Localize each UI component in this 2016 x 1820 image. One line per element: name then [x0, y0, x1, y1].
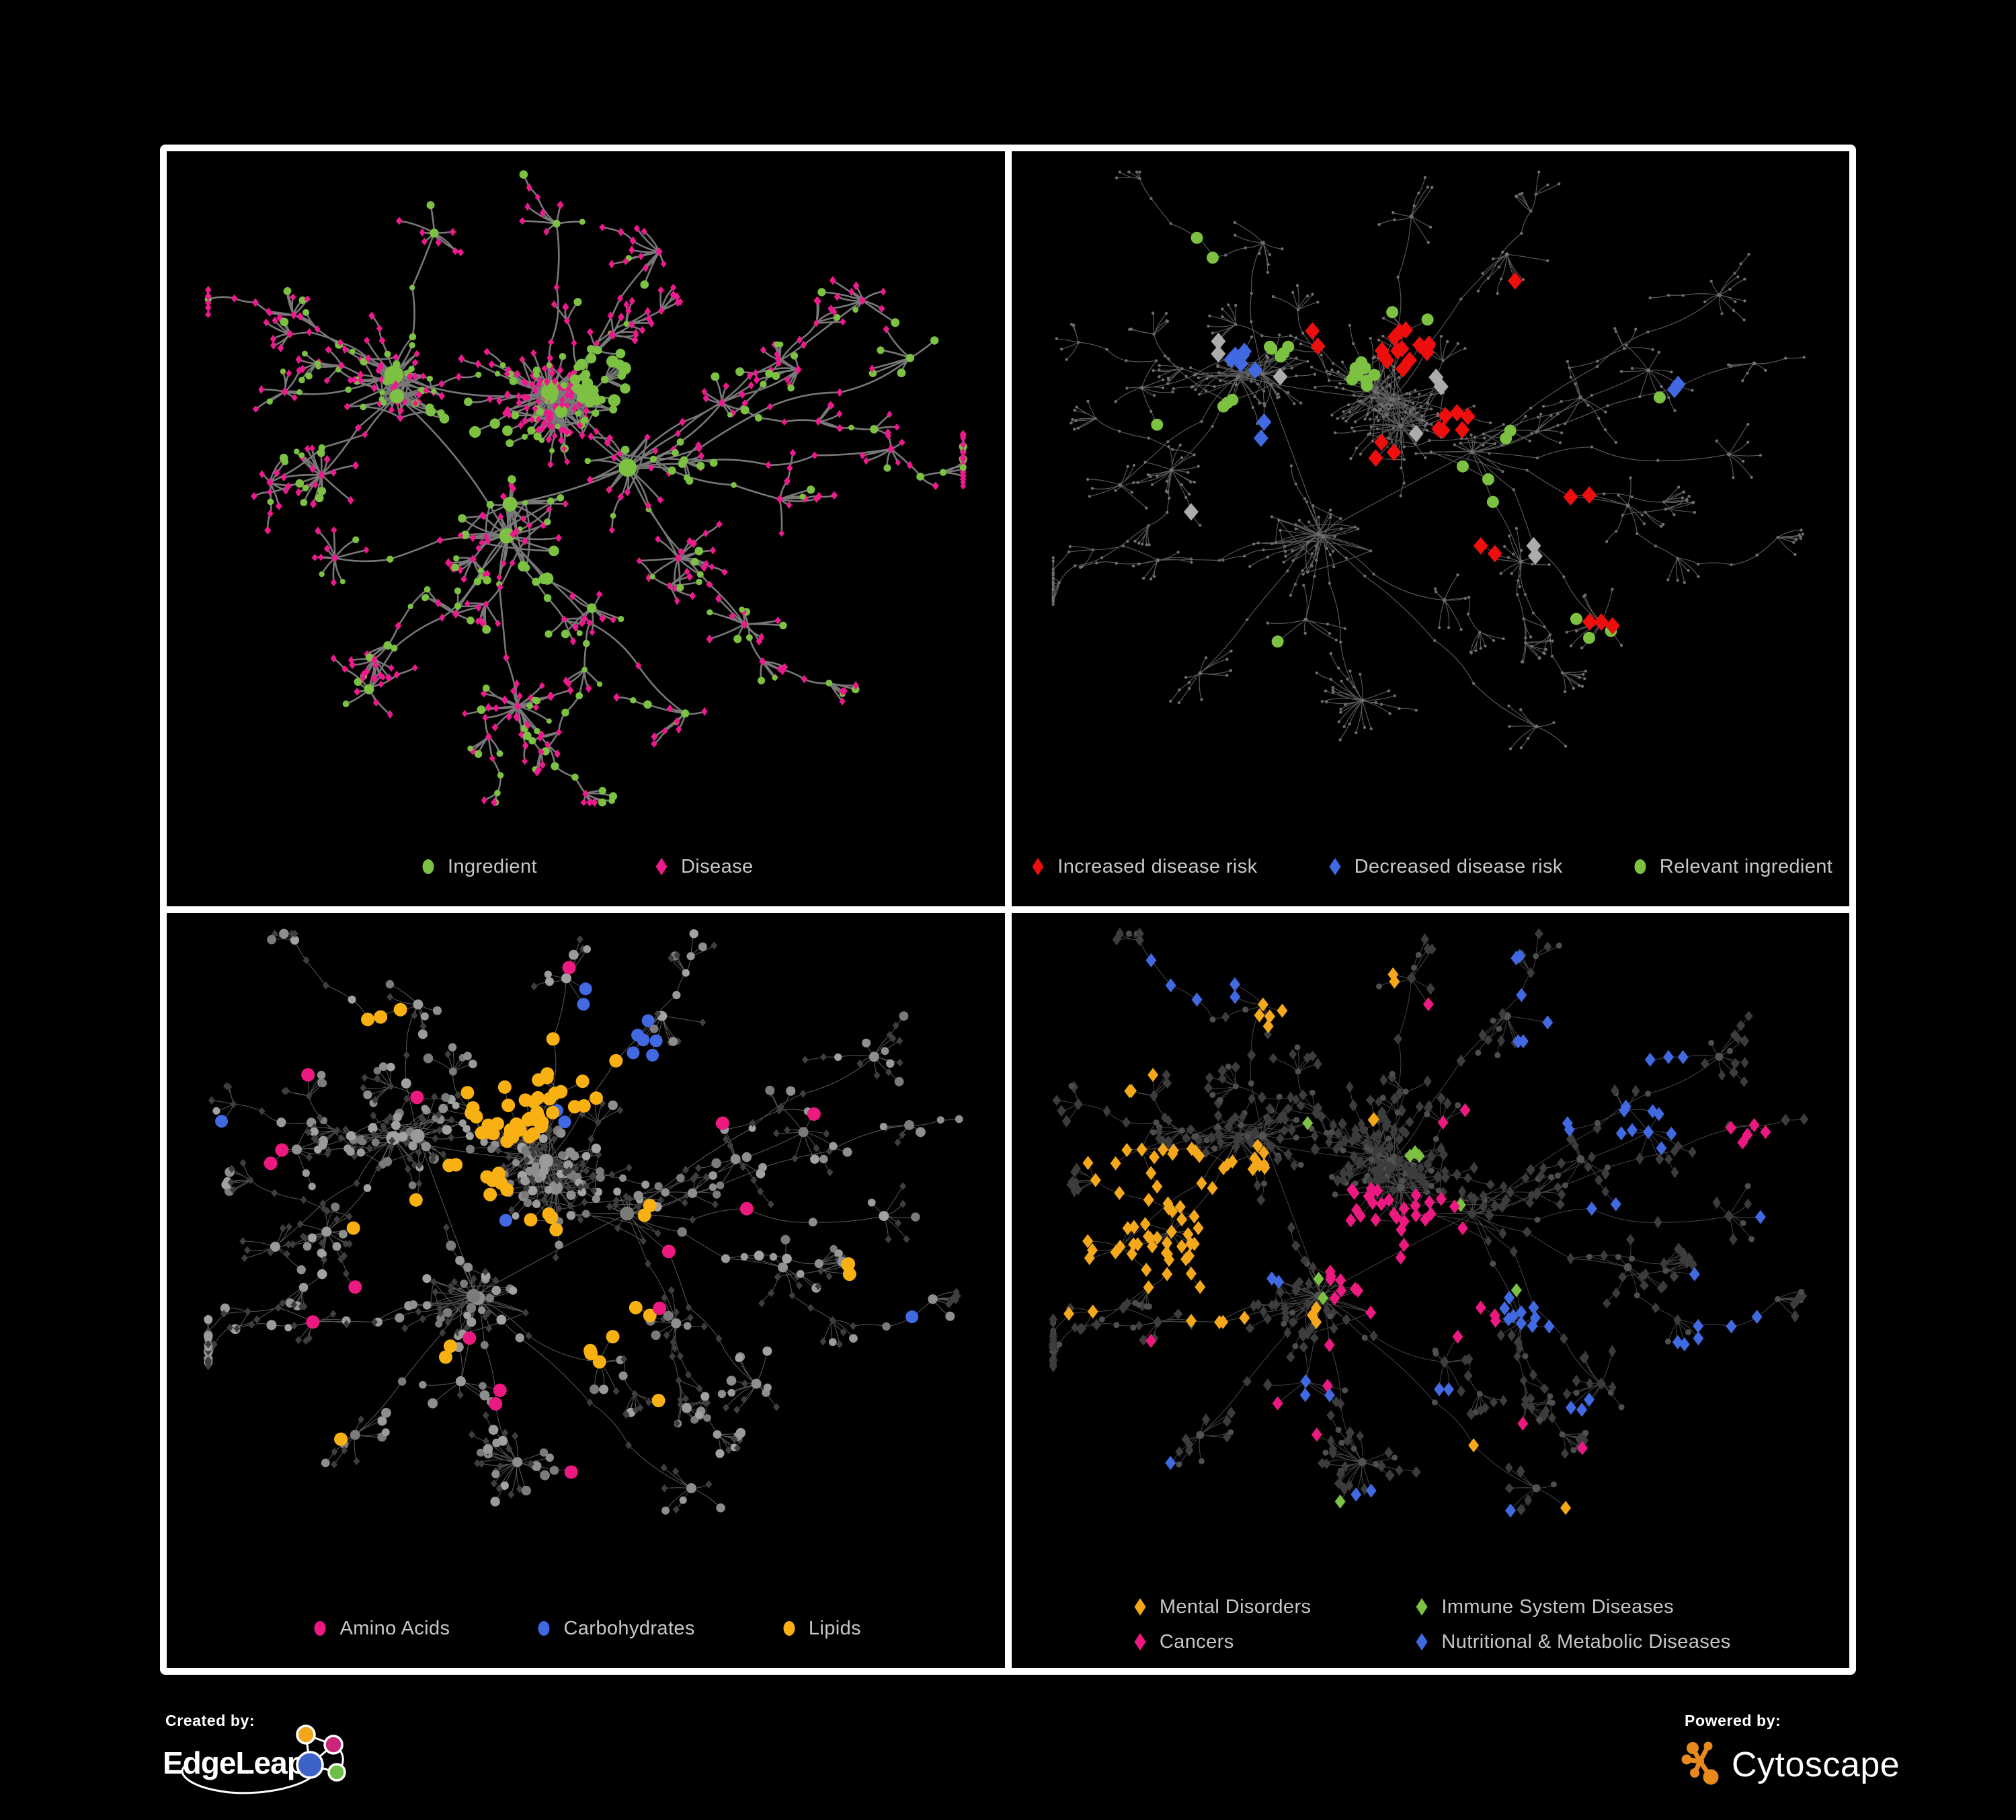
cytoscape-credit: Powered by: Cytosc: [1681, 1712, 1990, 1819]
edgeleap-credit: Created by: EdgeLeap: [161, 1712, 538, 1819]
legend-label: Lipids: [808, 1617, 862, 1639]
legend-item-decreased-disease-risk: Decreased disease risk: [1325, 854, 1563, 879]
legend-label: Carbohydrates: [563, 1617, 695, 1639]
network-edges: [1051, 171, 1804, 750]
diamond-marker-icon: [1032, 858, 1044, 875]
circle-marker-icon: [783, 1621, 795, 1636]
legend-label: Increased disease risk: [1057, 855, 1258, 877]
network-edges: [206, 933, 959, 1511]
created-by-label: Created by:: [165, 1712, 255, 1729]
powered-by-label: Powered by:: [1685, 1712, 1781, 1729]
legend-item-disease: Disease: [651, 854, 754, 879]
circle-marker-icon: [538, 1621, 550, 1636]
network-disease-classes: [1048, 927, 1808, 1518]
panel-disease-risk: Increased disease risk Decreased disease …: [1011, 151, 1850, 906]
network-disease-risk: [1051, 170, 1806, 750]
legend-label: Cancers: [1159, 1630, 1234, 1653]
edgeleap-logo-icon: [181, 1725, 346, 1794]
legend-item-amino-acids: Amino Acids: [310, 1616, 450, 1641]
diamond-marker-icon: [1416, 1633, 1428, 1651]
panel-ingredient-classes: Amino Acids Carbohydrates Lipids: [167, 913, 1005, 1668]
legend-item-relevant-ingredient: Relevant ingredient: [1630, 854, 1832, 879]
edgeleap-row: EdgeLeap: [161, 1725, 538, 1811]
panel-grid: Ingredient Disease Increased disease risk…: [160, 145, 1856, 1675]
network-highlight-nodes: [1150, 231, 1685, 648]
diamond-marker-icon: [1329, 858, 1341, 875]
legend-item-nutritional-metabolic-diseases: Nutritional & Metabolic Diseases: [1412, 1629, 1730, 1655]
edgeleap-wordmark: EdgeLeap: [163, 1745, 306, 1780]
legend-label: Relevant ingredient: [1659, 855, 1833, 877]
legend-disease-classes: Mental Disorders Immune System Diseases Ca…: [1130, 1594, 1731, 1655]
legend-ingredient-classes: Amino Acids Carbohydrates Lipids: [167, 1616, 1005, 1641]
legend-item-carbohydrates: Carbohydrates: [534, 1616, 694, 1641]
diamond-marker-icon: [1134, 1598, 1146, 1616]
network-base-nodes: [203, 928, 963, 1515]
legend-label: Amino Acids: [339, 1617, 450, 1639]
legend-item-cancers: Cancers: [1130, 1629, 1312, 1655]
network-ingredient-disease: [204, 170, 967, 807]
legend-item-immune-system-diseases: Immune System Diseases: [1412, 1594, 1730, 1620]
cytoscape-logo-icon: [1681, 1741, 1719, 1785]
circle-marker-icon: [1634, 859, 1646, 874]
circle-marker-icon: [422, 859, 434, 874]
network-ingredient-classes: [203, 928, 963, 1515]
diamond-marker-icon: [1134, 1633, 1146, 1651]
legend-item-mental-disorders: Mental Disorders: [1130, 1594, 1312, 1620]
legend-label: Nutritional & Metabolic Diseases: [1441, 1630, 1731, 1653]
legend-item-increased-disease-risk: Increased disease risk: [1028, 854, 1257, 879]
legend-label: Immune System Diseases: [1441, 1595, 1675, 1618]
panel-ingredient-disease: Ingredient Disease: [167, 151, 1005, 906]
panel-disease-classes: Mental Disorders Immune System Diseases Ca…: [1011, 913, 1849, 1668]
network-highlight-nodes: [425, 346, 631, 586]
legend-item-lipids: Lipids: [779, 1616, 861, 1641]
cytoscape-row: Cytoscape: [1681, 1730, 1990, 1811]
legend-item-ingredient: Ingredient: [418, 854, 537, 879]
legend-label: Decreased disease risk: [1354, 855, 1563, 877]
network-base-nodes: [204, 170, 967, 807]
legend-ingredient-disease: Ingredient Disease: [167, 854, 1005, 879]
network-highlight-nodes: [1063, 949, 1771, 1518]
legend-label: Disease: [680, 855, 754, 877]
legend-label: Ingredient: [447, 855, 537, 877]
legend-label: Mental Disorders: [1159, 1595, 1312, 1618]
diamond-marker-icon: [1416, 1598, 1428, 1616]
network-base-nodes: [1051, 170, 1806, 750]
diamond-marker-icon: [655, 858, 668, 875]
network-highlight-nodes: [215, 961, 919, 1479]
cytoscape-wordmark: Cytoscape: [1732, 1745, 1900, 1784]
circle-marker-icon: [314, 1621, 326, 1636]
legend-disease-risk: Increased disease risk Decreased disease …: [1012, 854, 1850, 879]
